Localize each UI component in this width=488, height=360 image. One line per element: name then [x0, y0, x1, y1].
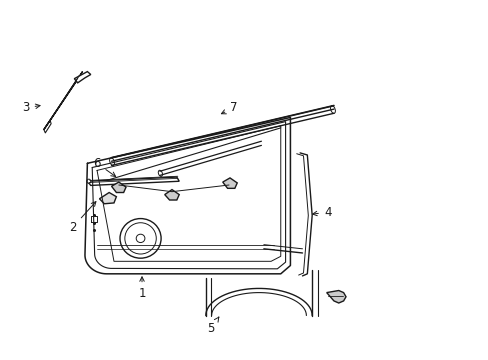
Polygon shape	[111, 182, 126, 193]
Text: 6: 6	[93, 157, 116, 176]
Text: 7: 7	[221, 102, 237, 114]
Text: 1: 1	[138, 277, 145, 300]
Polygon shape	[223, 178, 237, 188]
Ellipse shape	[330, 106, 335, 113]
Text: 3: 3	[22, 102, 40, 114]
Polygon shape	[164, 190, 179, 200]
Ellipse shape	[109, 158, 114, 166]
Text: 2: 2	[69, 202, 96, 234]
Polygon shape	[99, 193, 116, 204]
Ellipse shape	[87, 179, 91, 183]
Text: 4: 4	[312, 206, 331, 219]
Ellipse shape	[158, 170, 162, 176]
Polygon shape	[87, 177, 179, 185]
Polygon shape	[74, 72, 91, 83]
Text: 5: 5	[206, 317, 219, 336]
Polygon shape	[44, 72, 82, 130]
Polygon shape	[326, 291, 346, 303]
